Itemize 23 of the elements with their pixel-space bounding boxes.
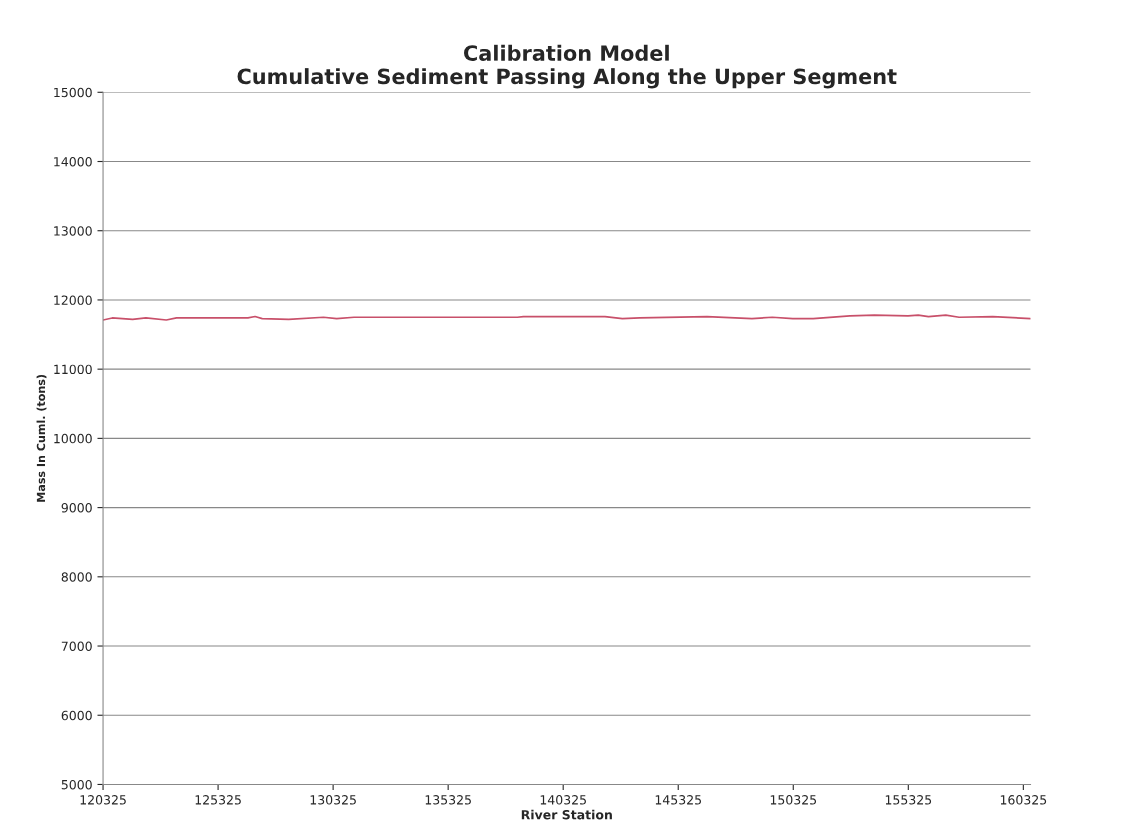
y-tick-label: 12000 [54, 295, 92, 305]
y-tick-label: 6000 [61, 710, 92, 721]
y-tick-label: 11000 [54, 364, 92, 375]
y-tick-label: 15000 [54, 87, 92, 98]
y-tick-label: 14000 [54, 156, 92, 167]
y-tick-label: 8000 [61, 572, 92, 582]
x-tick-label: 120325 [80, 795, 126, 805]
y-axis-title: Mass In Cuml. (tons) [36, 374, 47, 502]
x-tick-label: 145325 [655, 795, 701, 805]
y-tick-label: 13000 [54, 226, 92, 236]
chart-title: Calibration Model Cumulative Sediment Passing Along the Upper Segment [237, 44, 897, 89]
y-tick-label: 10000 [54, 433, 92, 444]
x-tick-label: 150325 [770, 795, 817, 805]
y-tick-label: 5000 [61, 779, 92, 790]
y-tick-label: 9000 [61, 503, 92, 513]
x-tick-label: 140325 [540, 795, 586, 805]
x-axis-title: River Station [521, 809, 612, 820]
x-tick-label: 160325 [1000, 795, 1047, 805]
x-tick-label: 135325 [425, 795, 471, 805]
x-tick-label: 155325 [885, 795, 932, 805]
y-tick-label: 7000 [61, 641, 92, 651]
x-tick-label: 125325 [195, 795, 241, 805]
x-tick-label: 130325 [310, 795, 356, 805]
